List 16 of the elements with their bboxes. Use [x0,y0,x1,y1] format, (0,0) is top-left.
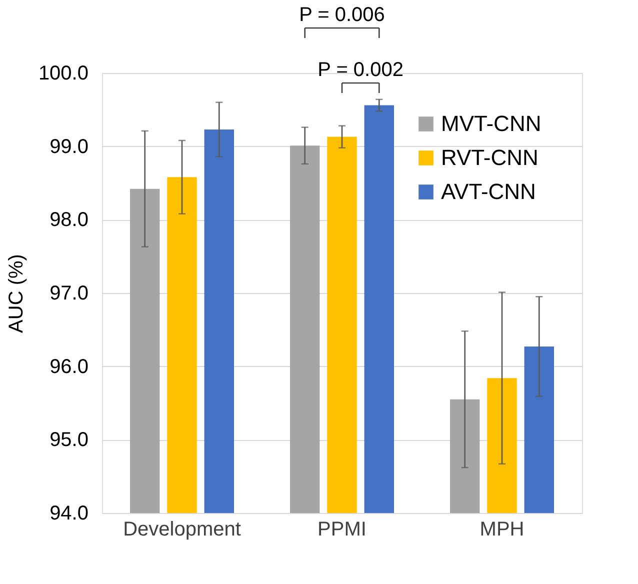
legend-label: RVT-CNN [441,145,538,170]
x-tick-label: MPH [480,518,524,540]
y-tick-label: 94.0 [50,502,88,524]
x-tick-label: Development [123,518,242,540]
annotation: P = 0.002 [318,59,404,81]
y-axis-title: AUC (%) [5,254,28,333]
legend-label: MVT-CNN [441,111,542,136]
legend-label: AVT-CNN [441,179,536,204]
text: P = 0.006 [299,4,385,26]
y-tick-label: 100.0 [38,62,88,84]
y-tick-label: 98.0 [50,209,88,232]
y-tick-label: 95.0 [50,429,88,452]
y-tick-label: 99.0 [50,136,88,158]
y-tick-label: 97.0 [50,282,88,304]
x-tick-label: PPMI [318,518,366,540]
y-tick-label: 96.0 [50,356,88,378]
